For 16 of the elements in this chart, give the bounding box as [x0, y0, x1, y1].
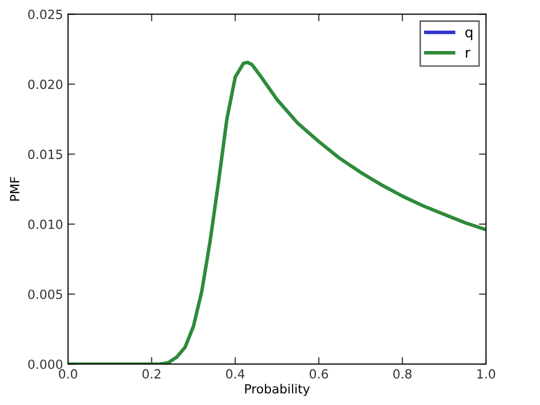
legend-label: q: [465, 29, 472, 40]
x-tick-label: 1.0: [477, 369, 496, 379]
y-axis-title: PMF: [10, 177, 20, 201]
legend-label: r: [466, 50, 470, 58]
y-tick-label: 0.015: [28, 150, 62, 160]
x-tick-label: 0.6: [310, 369, 328, 379]
x-tick-label: 0.4: [226, 369, 244, 379]
x-tick-label: 0.2: [142, 369, 160, 379]
y-tick-label: 0.025: [28, 10, 62, 20]
x-tick-label: 0.0: [58, 369, 78, 379]
y-tick-label: 0.005: [28, 290, 62, 300]
x-axis-title: Probability: [245, 384, 310, 396]
y-tick-label: 0.010: [28, 220, 62, 230]
y-tick-label: 0.020: [28, 80, 62, 90]
x-tick-label: 0.8: [393, 369, 412, 379]
y-tick-label: 0.000: [28, 360, 62, 370]
